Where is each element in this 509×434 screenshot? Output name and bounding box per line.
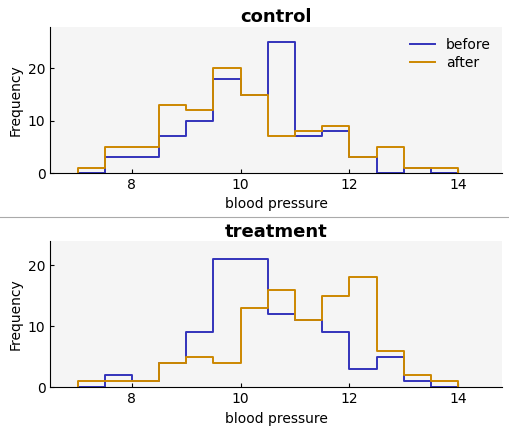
X-axis label: blood pressure: blood pressure (224, 412, 327, 426)
Y-axis label: Frequency: Frequency (8, 278, 22, 350)
Legend: before, after: before, after (405, 33, 494, 74)
Title: control: control (240, 8, 311, 26)
Title: treatment: treatment (224, 223, 327, 240)
X-axis label: blood pressure: blood pressure (224, 197, 327, 211)
Y-axis label: Frequency: Frequency (8, 64, 22, 136)
